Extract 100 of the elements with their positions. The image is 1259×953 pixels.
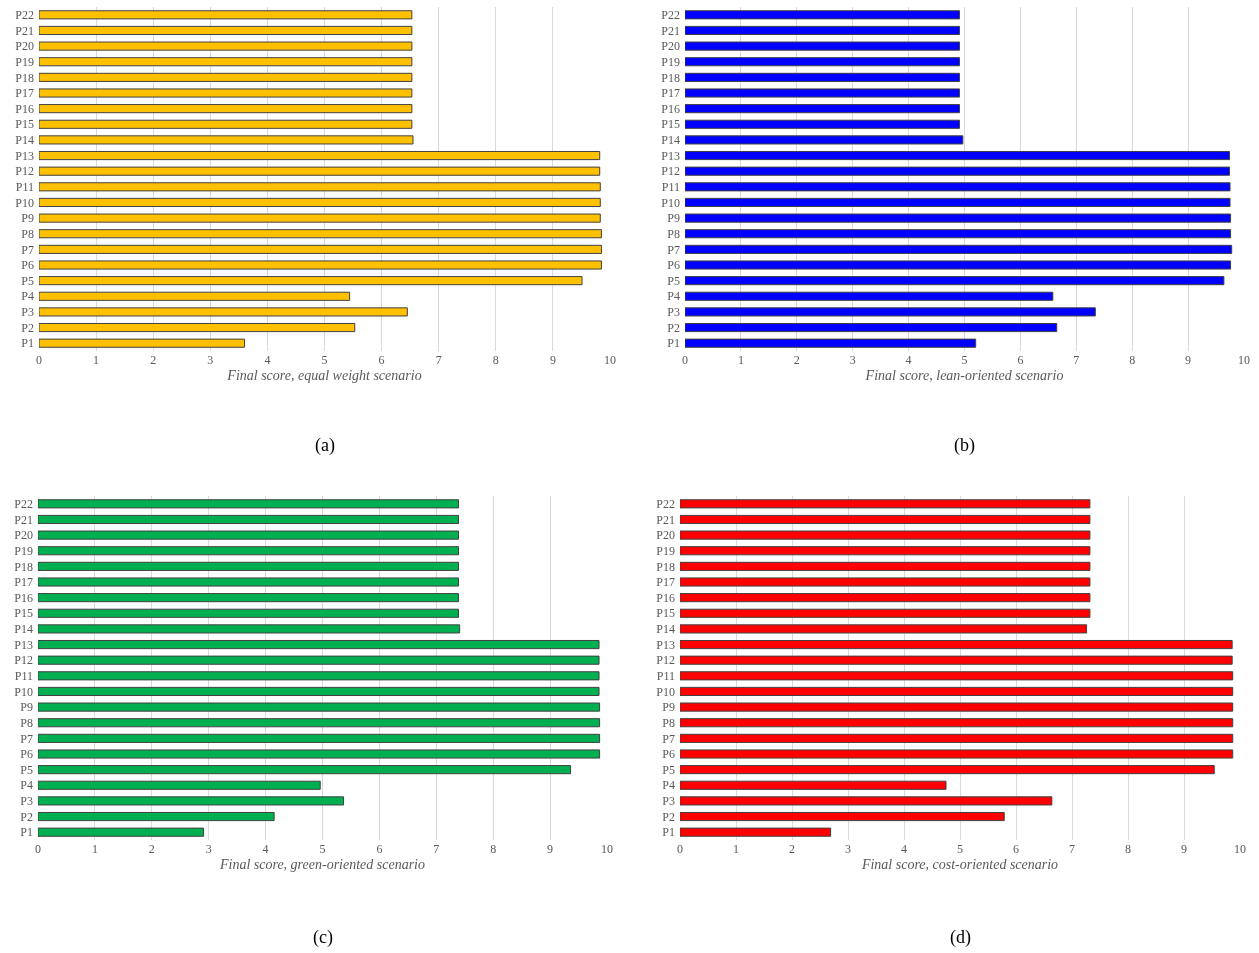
text: (d) bbox=[950, 927, 971, 948]
y-tick-label: P20 bbox=[14, 528, 33, 543]
bar bbox=[680, 718, 1234, 728]
bar bbox=[685, 322, 1058, 333]
y-tick-label: P15 bbox=[15, 117, 34, 132]
bar bbox=[680, 514, 1091, 525]
x-tick-label: 9 bbox=[549, 353, 556, 367]
x-tick-label: 10 bbox=[1234, 842, 1246, 856]
y-tick-label: P5 bbox=[21, 273, 34, 288]
x-tick-label: 4 bbox=[905, 353, 912, 367]
bar bbox=[685, 213, 1232, 223]
bar bbox=[38, 639, 600, 650]
y-tick-label: P17 bbox=[661, 86, 680, 101]
bar bbox=[39, 10, 413, 20]
bar bbox=[38, 796, 345, 806]
y-tick-label: P11 bbox=[15, 180, 34, 195]
bar bbox=[680, 749, 1234, 759]
bar bbox=[685, 104, 960, 114]
y-tick-label: P6 bbox=[20, 747, 33, 762]
bar bbox=[685, 10, 960, 20]
bar bbox=[39, 291, 351, 301]
y-tick-label: P1 bbox=[21, 336, 34, 351]
y-tick-label: P15 bbox=[656, 606, 675, 621]
y-tick-label: P17 bbox=[15, 86, 34, 101]
text: (c) bbox=[313, 927, 333, 948]
y-tick-label: P16 bbox=[661, 101, 680, 116]
bar bbox=[685, 276, 1225, 286]
bar bbox=[39, 41, 413, 51]
x-tick-label: 2 bbox=[789, 842, 795, 856]
x-tick-label: 10 bbox=[604, 353, 616, 367]
y-tick-label: P18 bbox=[14, 559, 33, 574]
y-tick-label: P8 bbox=[21, 226, 34, 241]
bar bbox=[680, 780, 947, 790]
y-tick-label: P8 bbox=[662, 715, 675, 730]
y-tick-label: P12 bbox=[14, 653, 33, 668]
y-tick-label: P16 bbox=[14, 590, 33, 605]
x-tick-label: 7 bbox=[433, 842, 440, 856]
y-tick-label: P21 bbox=[656, 512, 675, 527]
bar bbox=[685, 72, 960, 82]
x-tick-label: 9 bbox=[1185, 353, 1192, 367]
bar bbox=[680, 702, 1234, 712]
bar bbox=[38, 686, 600, 697]
bar bbox=[685, 166, 1230, 176]
bar bbox=[38, 827, 205, 837]
bar bbox=[38, 593, 459, 603]
y-tick-label: P12 bbox=[656, 653, 675, 668]
x-tick-label: 6 bbox=[1017, 353, 1024, 367]
y-tick-label: P9 bbox=[662, 700, 675, 715]
bar bbox=[680, 765, 1215, 775]
y-tick-label: P14 bbox=[15, 133, 34, 148]
bar bbox=[38, 499, 459, 509]
y-tick-label: P3 bbox=[667, 305, 680, 320]
bar bbox=[685, 41, 960, 51]
y-tick-label: P5 bbox=[667, 273, 680, 288]
y-tick-label: P1 bbox=[20, 825, 33, 840]
x-tick-label: 3 bbox=[207, 353, 214, 367]
y-tick-label: P14 bbox=[661, 133, 680, 148]
y-tick-label: P3 bbox=[662, 794, 675, 809]
bar bbox=[685, 150, 1230, 161]
bar bbox=[38, 624, 461, 634]
y-tick-label: P20 bbox=[656, 528, 675, 543]
bar bbox=[680, 686, 1234, 697]
bar bbox=[39, 244, 602, 254]
bar bbox=[38, 671, 600, 681]
bar bbox=[38, 780, 321, 790]
y-tick-label: P11 bbox=[656, 669, 675, 684]
y-tick-label: P7 bbox=[21, 242, 34, 257]
bar bbox=[39, 166, 601, 176]
y-tick-label: P19 bbox=[14, 543, 33, 558]
bar bbox=[38, 530, 459, 540]
bar bbox=[685, 88, 960, 98]
y-tick-label: P21 bbox=[14, 512, 33, 527]
bar bbox=[39, 307, 408, 317]
y-tick-label: P2 bbox=[667, 320, 680, 335]
text: (b) bbox=[954, 435, 975, 456]
y-tick-label: P2 bbox=[20, 809, 33, 824]
bar bbox=[39, 276, 583, 286]
bar bbox=[38, 749, 601, 759]
y-tick-label: P12 bbox=[661, 164, 680, 179]
y-tick-label: P9 bbox=[21, 211, 34, 226]
y-tick-label: P13 bbox=[661, 148, 680, 163]
y-tick-label: P16 bbox=[656, 590, 675, 605]
bar bbox=[39, 260, 602, 270]
y-tick-label: P1 bbox=[662, 825, 675, 840]
x-tick-label: 5 bbox=[961, 353, 968, 367]
y-tick-label: P9 bbox=[667, 211, 680, 226]
bar bbox=[685, 25, 960, 36]
bar bbox=[680, 827, 832, 837]
bar bbox=[38, 546, 459, 556]
y-tick-label: P22 bbox=[14, 497, 33, 512]
bar bbox=[680, 671, 1234, 681]
x-tick-label: 10 bbox=[1238, 353, 1250, 367]
bar bbox=[39, 338, 246, 348]
x-tick-label: 6 bbox=[378, 353, 385, 367]
y-tick-label: P6 bbox=[21, 258, 34, 273]
x-axis-title: Final score, cost-oriented scenario bbox=[860, 857, 1059, 873]
y-tick-label: P1 bbox=[667, 336, 680, 351]
y-tick-label: P21 bbox=[15, 23, 34, 38]
bar bbox=[38, 514, 459, 525]
bar bbox=[685, 182, 1231, 192]
